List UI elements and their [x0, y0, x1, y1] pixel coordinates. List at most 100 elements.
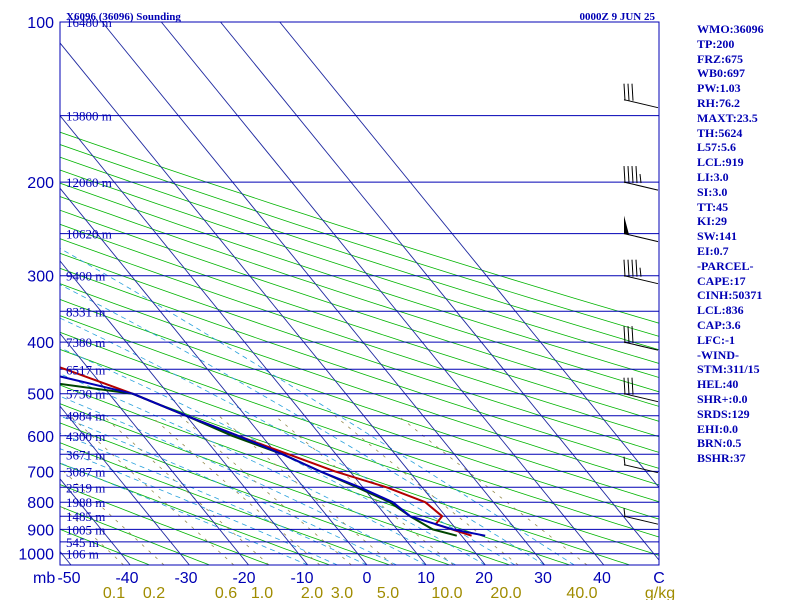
index-item: WMO:36096 [697, 22, 764, 36]
pressure-label: 800 [27, 495, 54, 512]
height-label: 1005 m [66, 522, 105, 537]
index-item: SHR+:0.0 [697, 391, 748, 406]
pressure-label: 600 [27, 429, 54, 446]
index-item: -PARCEL- [697, 258, 754, 273]
dry-adiabat [60, 403, 510, 565]
index-item: STM:311/15 [697, 362, 760, 377]
height-label: 106 m [66, 547, 99, 562]
moist-adiabat [60, 284, 545, 565]
wind-barb [623, 215, 659, 243]
index-item: TP:200 [697, 36, 735, 51]
isotherm-line [60, 42, 486, 565]
isobar-lines [60, 21, 659, 555]
isotherm-line [60, 260, 309, 565]
mixing-ratio-line [150, 415, 321, 565]
height-label: 3087 m [66, 464, 105, 479]
height-label: 1485 m [66, 509, 105, 524]
mixing-ratio-tick-label: 3.0 [331, 585, 353, 600]
pressure-label: 100 [27, 15, 54, 32]
index-item: LFC:-1 [697, 332, 735, 347]
height-label: 12060 m [66, 175, 112, 190]
pressure-label: 400 [27, 335, 54, 352]
mixing-ratio-line [60, 504, 124, 565]
height-label: 4300 m [66, 429, 105, 444]
mixing-ratio-tick-label: 20.0 [490, 585, 521, 600]
temperature-tick-label: 30 [534, 570, 552, 587]
indices-panel: WMO:36096 TP:200 FRZ:675 WB0:697 PW:1.03 RH:7… [697, 22, 800, 466]
isotherm-line [160, 22, 605, 565]
mixing-ratio-tick-label: 0.6 [215, 585, 237, 600]
wind-barb [623, 377, 659, 403]
index-item: SI:3.0 [697, 184, 728, 199]
dry-adiabat [60, 442, 390, 565]
isotherm-line [220, 22, 659, 561]
index-item: EHI:0.0 [697, 421, 739, 436]
dry-adiabat [60, 238, 659, 438]
dry-adiabat [60, 144, 659, 337]
height-label: 2519 m [66, 480, 105, 495]
index-item: LCL:919 [697, 155, 744, 170]
pressure-label: 300 [27, 269, 54, 286]
mixing-ratio-tick-label: 40.0 [566, 585, 597, 600]
dry-adiabat [60, 196, 659, 393]
sounding-time: 0000Z 9 JUN 25 [580, 11, 656, 23]
index-item: WB0:697 [697, 66, 745, 81]
wind-barbs [623, 83, 659, 525]
parcel-profile [60, 375, 486, 537]
dry-adiabat [60, 209, 659, 407]
index-item: L57:5.6 [697, 140, 736, 155]
mixing-ratio-line [274, 415, 454, 565]
dry-adiabat [60, 267, 659, 469]
temperature-tick-label: -20 [232, 570, 255, 587]
chart-grid [0, 22, 659, 565]
pressure-label: 700 [27, 464, 54, 481]
dry-adiabat [60, 156, 659, 351]
temperature-tick-label: C [653, 570, 665, 587]
height-label: 10620 m [66, 227, 112, 242]
isotherm-line [0, 22, 12, 565]
height-label: 5730 m [66, 387, 105, 402]
height-label: 9400 m [66, 269, 105, 284]
dry-adiabat [60, 348, 659, 556]
isotherm-line [60, 187, 368, 565]
wind-barb [623, 83, 659, 109]
mixing-ratio-tick-label: 1.0 [251, 585, 273, 600]
index-item: PW:1.03 [697, 81, 741, 96]
mixing-ratio-tick-label: 0.2 [143, 585, 165, 600]
height-label: 545 m [66, 535, 99, 550]
moist-adiabat [60, 395, 427, 565]
dry-adiabat [60, 169, 659, 364]
index-item: TT:45 [697, 199, 729, 214]
pressure-unit-label: mb [33, 570, 55, 587]
wind-barb [623, 456, 659, 474]
moist-adiabat [60, 373, 456, 565]
temperature-tick-label: 40 [593, 570, 611, 587]
dry-adiabat [60, 331, 659, 538]
dry-adiabat [60, 131, 659, 324]
dewpoint-profile [60, 382, 458, 537]
dry-adiabat [60, 283, 659, 486]
dry-adiabat [60, 506, 210, 565]
temperature-profile [60, 366, 472, 537]
wind-barb [623, 326, 659, 351]
sounding-profiles [60, 366, 486, 537]
index-item: SRDS:129 [697, 406, 750, 421]
isotherm-line [60, 332, 249, 565]
dry-adiabat [60, 252, 659, 453]
dry-adiabat [60, 462, 330, 565]
mixing-ratio-line [69, 415, 235, 565]
height-label: 13800 m [66, 109, 112, 124]
mixing-ratio-tick-label: 0.1 [103, 585, 125, 600]
index-item: CINH:50371 [697, 288, 763, 303]
index-item: CAPE:17 [697, 273, 746, 288]
wind-barb [623, 259, 659, 285]
height-label: 4984 m [66, 409, 105, 424]
station-title: X6096 (36096) Sounding [66, 11, 181, 23]
index-item: FRZ:675 [697, 51, 743, 66]
height-label: 1988 m [66, 495, 105, 510]
dry-adiabat [60, 315, 659, 520]
dry-adiabat [60, 182, 659, 378]
index-item: BRN:0.5 [697, 436, 742, 451]
